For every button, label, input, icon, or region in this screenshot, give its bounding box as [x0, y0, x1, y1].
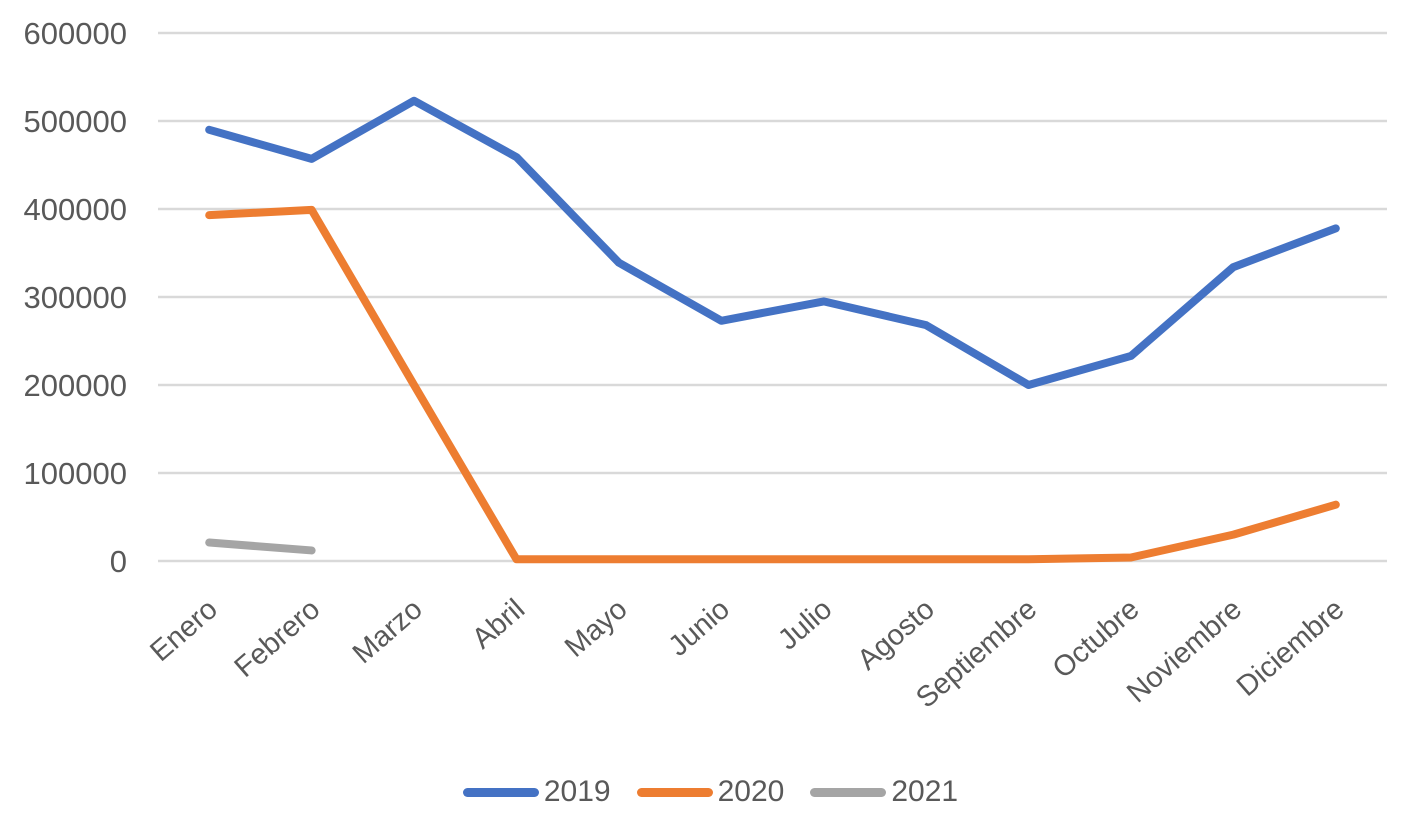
- series-line-2021: [205, 538, 316, 555]
- x-axis-tick-label: Marzo: [347, 593, 429, 670]
- y-axis-tick-label: 300000: [24, 280, 127, 315]
- legend-label-2020: 2020: [717, 775, 785, 808]
- legend-item-2020: 2020: [636, 775, 785, 808]
- x-axis-tick-label: Diciembre: [1231, 593, 1351, 703]
- y-axis-tick-label: 100000: [24, 456, 127, 491]
- x-axis-tick-label: Julio: [772, 593, 838, 656]
- x-axis-tick-label: Agosto: [852, 593, 941, 676]
- series-lines: [205, 96, 1340, 564]
- legend-swatch-2020: [636, 787, 713, 797]
- y-axis-tick-label: 600000: [24, 16, 127, 51]
- legend-swatch-2019: [462, 787, 539, 797]
- y-axis-tick-labels: 0 100000 200000 300000 400000 500000 600000: [24, 16, 127, 579]
- y-axis-tick-label: 200000: [24, 368, 127, 403]
- legend: 2019 2020 2021: [0, 777, 1421, 807]
- line-chart: 0 100000 200000 300000 400000 500000 600000 En…: [24, 16, 1387, 715]
- x-axis-tick-label: Febrero: [229, 593, 327, 684]
- x-axis-tick-label: Abril: [466, 593, 531, 655]
- y-axis-tick-label: 500000: [24, 104, 127, 139]
- x-axis-tick-label: Noviembre: [1121, 593, 1248, 709]
- x-axis-tick-label: Mayo: [559, 593, 634, 664]
- legend-item-2021: 2021: [810, 777, 958, 807]
- x-axis-tick-labels: Enero Febrero Marzo Abril Mayo Junio Julio Agos…: [144, 593, 1350, 714]
- legend-label-2019: 2019: [543, 775, 611, 808]
- series-line-2019: [205, 96, 1340, 389]
- legend-swatch-2021: [810, 787, 887, 797]
- x-axis-tick-label: Junio: [663, 593, 736, 663]
- legend-item-2019: 2019: [462, 775, 611, 808]
- y-axis-tick-label: 400000: [24, 192, 127, 227]
- legend-label-2021: 2021: [891, 775, 959, 808]
- x-axis-tick-label: Enero: [144, 593, 223, 668]
- x-axis-tick-label: Octubre: [1047, 593, 1146, 685]
- series-line-2020: [205, 205, 1340, 564]
- y-axis-tick-label: 0: [110, 544, 127, 579]
